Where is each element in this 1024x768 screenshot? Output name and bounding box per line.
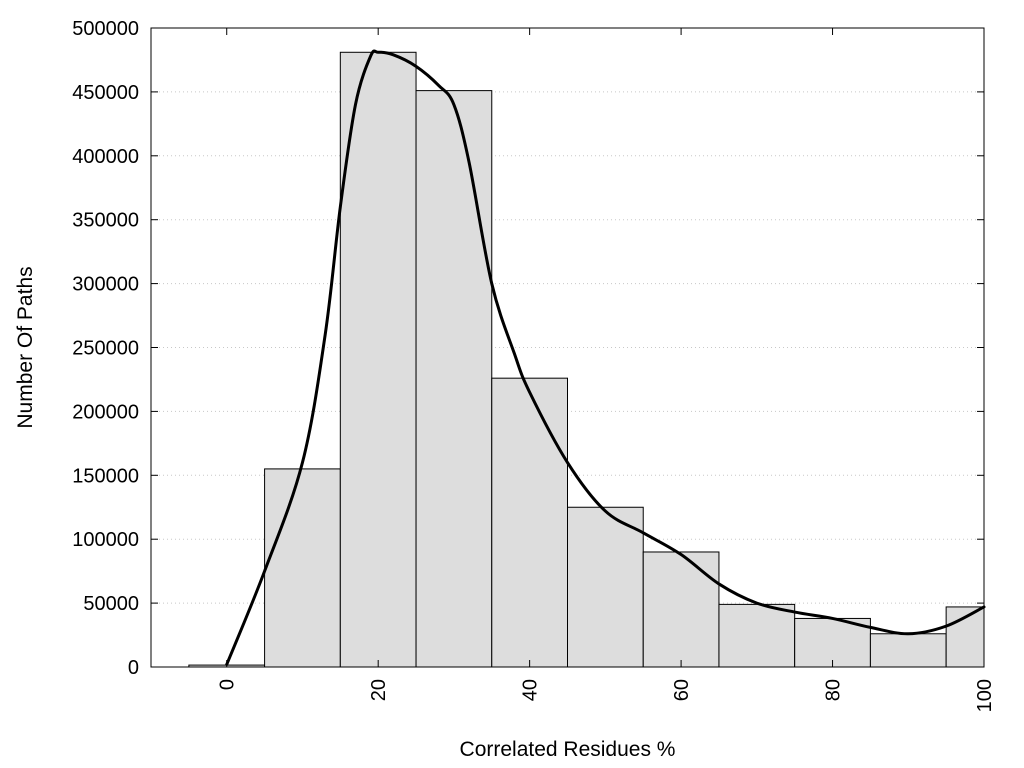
x-tick-label: 40 bbox=[520, 679, 542, 701]
density-curve bbox=[225, 49, 986, 666]
x-axis-ticks: 0 20 40 60 80 100 bbox=[217, 28, 996, 712]
y-tick-label: 300000 bbox=[72, 274, 139, 296]
y-tick-label: 50000 bbox=[83, 593, 139, 615]
y-tick-label: 450000 bbox=[72, 82, 139, 104]
histogram-bar bbox=[491, 377, 569, 668]
y-axis-ticks: 0 50000 100000 150000 200000 250000 300000 3500… bbox=[72, 18, 984, 679]
histogram-bar bbox=[642, 551, 720, 668]
histogram-bar bbox=[339, 51, 417, 668]
x-tick-label: 100 bbox=[974, 679, 996, 712]
x-axis-label: Correlated Residues % bbox=[460, 738, 676, 761]
x-tick-label: 80 bbox=[823, 679, 845, 701]
bars bbox=[188, 51, 985, 668]
y-tick-label: 400000 bbox=[72, 146, 139, 168]
y-tick-label: 350000 bbox=[72, 210, 139, 232]
y-tick-label: 500000 bbox=[72, 18, 139, 40]
y-tick-label: 200000 bbox=[72, 401, 139, 423]
y-tick-label: 150000 bbox=[72, 465, 139, 487]
y-tick-label: 100000 bbox=[72, 529, 139, 551]
y-tick-label: 250000 bbox=[72, 338, 139, 360]
x-tick-label: 0 bbox=[217, 679, 239, 690]
density-curve-line bbox=[225, 49, 986, 666]
x-tick-label: 60 bbox=[671, 679, 693, 701]
histogram-bar bbox=[718, 603, 796, 668]
histogram-bar bbox=[415, 90, 493, 668]
histogram-bar bbox=[567, 506, 644, 668]
histogram-bar bbox=[264, 468, 341, 668]
histogram-bar bbox=[794, 617, 871, 668]
histogram-bar bbox=[869, 633, 947, 668]
y-tick-label: 0 bbox=[128, 657, 139, 679]
x-tick-label: 20 bbox=[368, 679, 390, 701]
y-axis-label: Number Of Paths bbox=[14, 266, 37, 428]
